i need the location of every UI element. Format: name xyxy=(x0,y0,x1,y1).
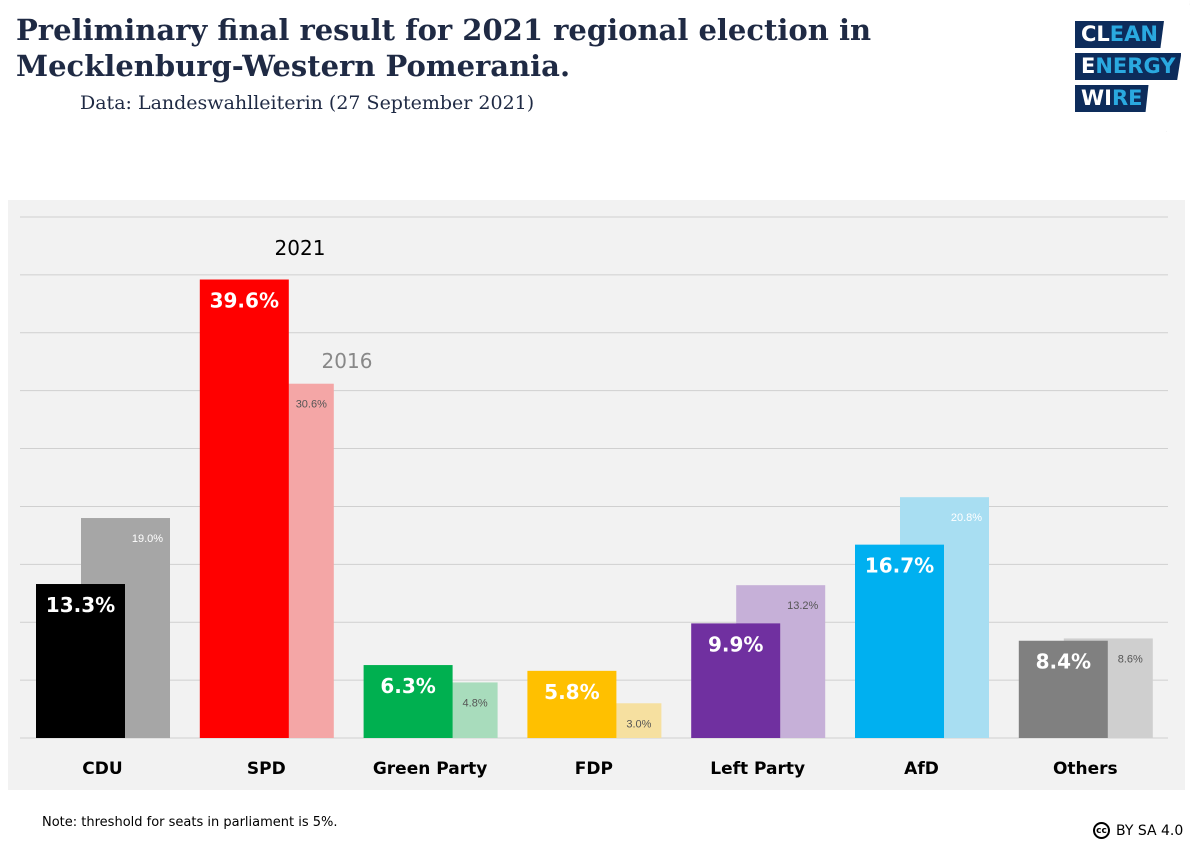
license: cc BY SA 4.0 xyxy=(1093,822,1183,839)
category-label: AfD xyxy=(904,759,939,779)
data-label-2016: 3.0% xyxy=(626,718,651,730)
data-label-2021: 13.3% xyxy=(46,593,115,617)
bar-2021 xyxy=(855,544,944,738)
license-text: BY SA 4.0 xyxy=(1116,822,1184,839)
data-label-2021: 9.9% xyxy=(708,632,763,656)
category-label: SPD xyxy=(247,759,286,779)
data-label-2016: 13.2% xyxy=(787,600,818,612)
data-label-2021: 39.6% xyxy=(210,289,279,313)
data-label-2016: 4.8% xyxy=(463,697,488,709)
header-panel xyxy=(0,0,1190,132)
data-label-2021: 16.7% xyxy=(865,554,934,578)
category-label: Green Party xyxy=(373,759,487,779)
bar-2021 xyxy=(199,279,289,738)
category-label: FDP xyxy=(575,759,613,779)
title-line-1: Preliminary final result for 2021 region… xyxy=(16,13,872,47)
category-label: CDU xyxy=(82,759,122,779)
data-label-2021: 6.3% xyxy=(380,674,435,698)
annotation-2021: 2021 xyxy=(275,236,326,260)
data-label-2016: 8.6% xyxy=(1118,653,1143,665)
title-line-2: Mecklenburg-Western Pomerania. xyxy=(16,49,571,83)
chart-subtitle: Data: Landeswahlleiterin (27 September 2… xyxy=(80,92,535,114)
data-label-2021: 8.4% xyxy=(1036,650,1091,674)
data-label-2016: 20.8% xyxy=(951,512,982,524)
chart-title: Preliminary final result for 2021 region… xyxy=(16,12,871,84)
data-label-2021: 5.8% xyxy=(544,680,599,704)
data-label-2016: 19.0% xyxy=(132,533,163,545)
clean-energy-wire-logo: CLEAN ENERGY WIRE xyxy=(1075,21,1182,117)
bar-2021 xyxy=(36,584,125,738)
bar-2021 xyxy=(691,623,781,738)
category-label: Left Party xyxy=(710,759,805,779)
bar-2021 xyxy=(1018,640,1108,738)
annotation-2016: 2016 xyxy=(322,349,373,373)
footnote: Note: threshold for seats in parliament … xyxy=(42,815,338,830)
bar-2021 xyxy=(527,670,617,738)
creative-commons-icon: cc xyxy=(1093,822,1110,839)
data-label-2016: 30.6% xyxy=(296,399,327,411)
category-label: Others xyxy=(1053,759,1118,779)
bar-2021 xyxy=(363,665,453,738)
